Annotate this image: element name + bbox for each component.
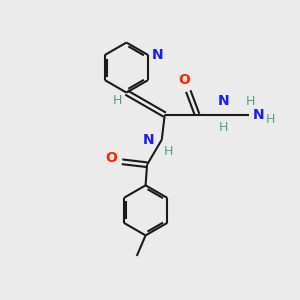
Text: N: N <box>143 133 154 147</box>
Text: H: H <box>245 95 255 108</box>
Text: O: O <box>106 151 118 165</box>
Text: H: H <box>164 145 173 158</box>
Text: H: H <box>113 94 122 107</box>
Text: N: N <box>152 48 164 62</box>
Text: H: H <box>219 121 228 134</box>
Text: N: N <box>218 94 230 108</box>
Text: H: H <box>266 113 275 127</box>
Text: O: O <box>178 73 190 87</box>
Text: N: N <box>253 108 265 122</box>
